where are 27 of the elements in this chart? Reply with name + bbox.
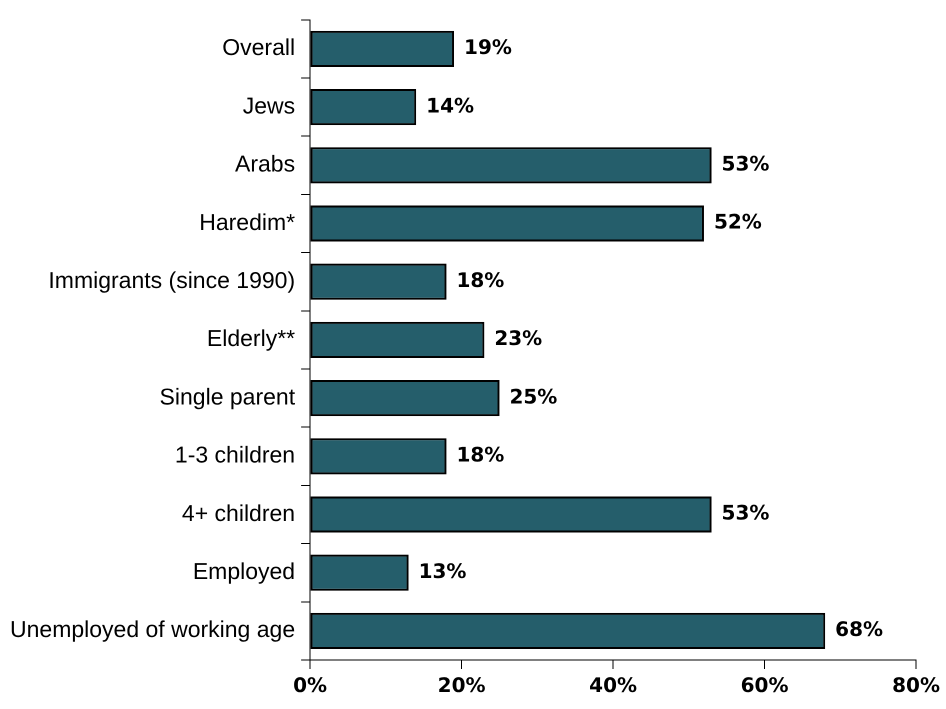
data-label: 19% bbox=[464, 35, 512, 60]
y-tick-label: Unemployed of working age bbox=[10, 616, 296, 642]
y-tick-label: Elderly** bbox=[206, 325, 296, 352]
y-tick-label: 1-3 children bbox=[174, 442, 296, 468]
data-label: 14% bbox=[426, 93, 474, 118]
data-label: 53% bbox=[722, 500, 770, 525]
x-tick-label: 20% bbox=[438, 673, 486, 698]
y-tick-label: 4+ children bbox=[182, 500, 296, 526]
data-label: 25% bbox=[509, 384, 558, 408]
y-tick-label: Employed bbox=[192, 558, 296, 584]
data-label: 18% bbox=[456, 442, 504, 467]
data-label: 53% bbox=[722, 152, 770, 176]
y-tick-label: Arabs bbox=[235, 150, 296, 177]
y-tick-label: Immigrants (since 1990) bbox=[48, 267, 296, 294]
x-tick-label: 80% bbox=[892, 673, 940, 698]
data-label: 18% bbox=[456, 268, 504, 292]
y-tick-label: Jews bbox=[242, 92, 296, 118]
data-label: 52% bbox=[714, 210, 762, 234]
x-tick-label: 60% bbox=[740, 673, 789, 698]
data-label: 68% bbox=[835, 617, 884, 642]
data-label: 13% bbox=[418, 558, 466, 583]
x-tick-label: 0% bbox=[293, 673, 328, 698]
data-label: 23% bbox=[494, 326, 542, 350]
y-tick-label: Overall bbox=[222, 34, 296, 60]
x-tick-label: 40% bbox=[589, 673, 638, 698]
y-tick-label: Haredim* bbox=[199, 208, 296, 235]
y-tick-label: Single parent bbox=[160, 383, 296, 410]
